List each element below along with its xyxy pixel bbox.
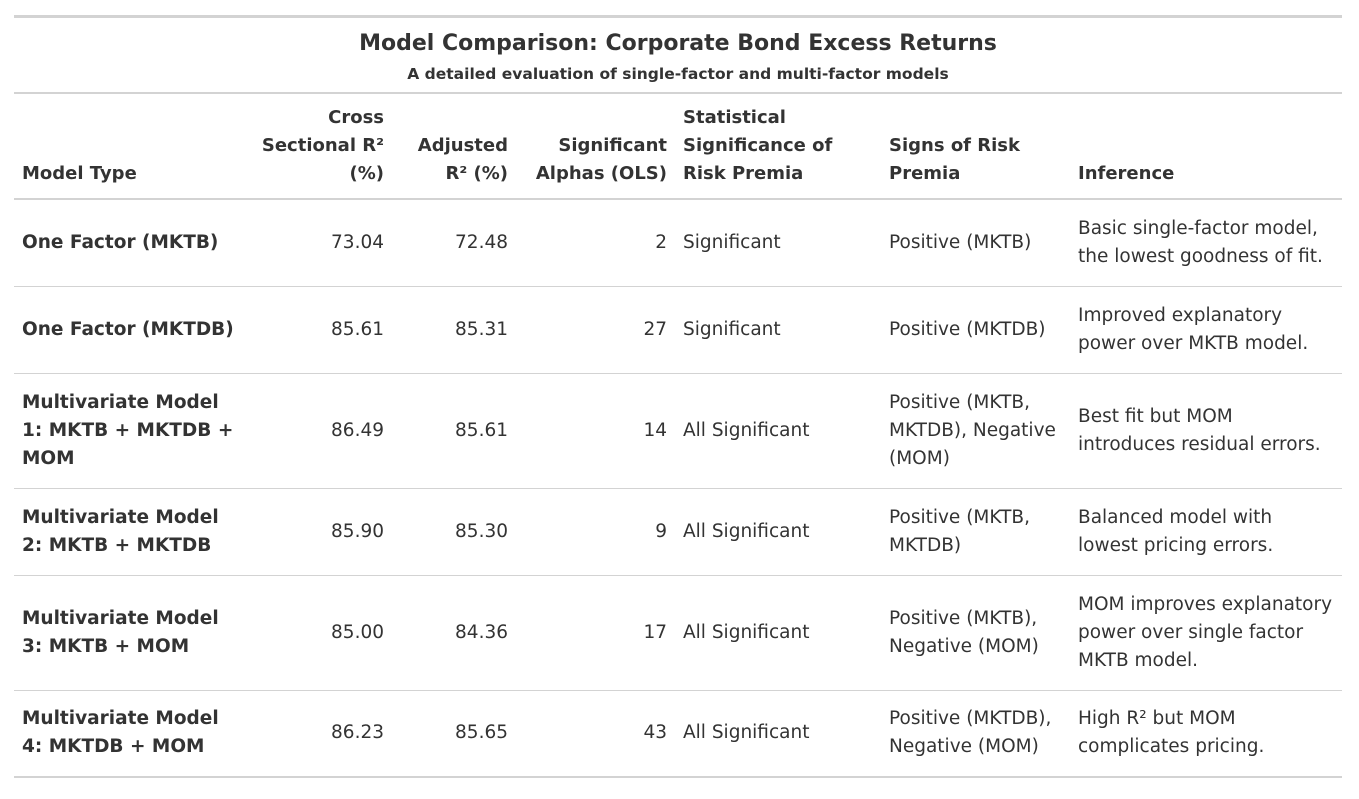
col-header-r2-line2: Sectional R² <box>261 135 384 156</box>
cell-r2: 85.61 <box>331 318 384 340</box>
table-row: Multivariate Model 4: MKTDB + MOM 86.23 … <box>14 690 1342 777</box>
cell-significant-alphas: 27 <box>643 318 667 340</box>
cell-significant-alphas: 17 <box>643 621 667 643</box>
col-header-significant-alphas-line1 <box>524 104 667 132</box>
cell-statistical-significance: Significant <box>683 318 781 340</box>
cell-adjusted-r2: 85.61 <box>455 419 508 441</box>
table-row: Multivariate Model 2: MKTB + MKTDB 85.90… <box>14 488 1342 575</box>
cell-inference: Best fit but MOM introduces residual err… <box>1078 405 1321 455</box>
col-header-model: Model Type <box>14 93 252 199</box>
cell-statistical-significance: Significant <box>683 231 781 253</box>
cell-adjusted-r2: 85.30 <box>455 520 508 542</box>
col-header-statistical-significance-line3: Risk Premia <box>683 163 804 184</box>
cell-statistical-significance: All Significant <box>683 520 810 542</box>
cell-signs: Positive (MKTB), Negative (MOM) <box>889 607 1039 657</box>
cell-adjusted-r2: 85.65 <box>455 722 508 744</box>
col-header-inference-line1 <box>1078 104 1334 132</box>
col-header-significant-alphas-line2: Significant <box>558 135 667 156</box>
col-header-statistical-significance: Statistical Significance of Risk Premia <box>675 93 881 199</box>
col-header-model-line1 <box>22 104 244 132</box>
top-rule <box>14 15 1342 18</box>
col-header-adjusted-r2-line1 <box>400 104 508 132</box>
cell-model: One Factor (MKTDB) <box>22 318 234 340</box>
cell-signs: Positive (MKTB, MKTDB) <box>889 506 1030 556</box>
cell-model: Multivariate Model 4: MKTDB + MOM <box>22 708 219 758</box>
col-header-r2: Cross Sectional R² (%) <box>252 93 392 199</box>
table-row: One Factor (MKTDB) 85.61 85.31 27 Signif… <box>14 286 1342 373</box>
cell-signs: Positive (MKTB, MKTDB), Negative (MOM) <box>889 391 1056 469</box>
col-header-signs-line3: Premia <box>889 163 961 184</box>
cell-signs: Positive (MKTB) <box>889 231 1032 253</box>
col-header-inference-line2 <box>1078 132 1334 160</box>
cell-signs: Positive (MKTDB), Negative (MOM) <box>889 708 1052 758</box>
cell-significant-alphas: 43 <box>643 722 667 744</box>
cell-statistical-significance: All Significant <box>683 621 810 643</box>
col-header-signs: Signs of Risk Premia <box>881 93 1070 199</box>
cell-significant-alphas: 9 <box>655 520 667 542</box>
col-header-inference: Inference <box>1070 93 1342 199</box>
col-header-significant-alphas: Significant Alphas (OLS) <box>516 93 675 199</box>
col-header-adjusted-r2: Adjusted R² (%) <box>392 93 516 199</box>
cell-model: One Factor (MKTB) <box>22 231 219 253</box>
cell-statistical-significance: All Significant <box>683 419 810 441</box>
col-header-model-line3: Model Type <box>22 163 137 184</box>
table-row: Multivariate Model 1: MKTB + MKTDB + MOM… <box>14 373 1342 488</box>
table-row: One Factor (MKTB) 73.04 72.48 2 Signific… <box>14 199 1342 286</box>
cell-r2: 86.23 <box>331 722 384 744</box>
col-header-model-line2 <box>22 132 244 160</box>
cell-model: Multivariate Model 3: MKTB + MOM <box>22 607 219 657</box>
cell-inference: Balanced model with lowest pricing error… <box>1078 506 1274 556</box>
col-header-r2-line3: (%) <box>349 163 385 184</box>
cell-significant-alphas: 14 <box>643 419 667 441</box>
col-header-signs-line1 <box>889 104 1062 132</box>
cell-r2: 86.49 <box>331 419 384 441</box>
table-title: Model Comparison: Corporate Bond Excess … <box>359 31 997 56</box>
cell-significant-alphas: 2 <box>655 231 667 253</box>
col-header-signs-line2: Signs of Risk <box>889 135 1020 156</box>
cell-inference: MOM improves explanatory power over sing… <box>1078 593 1333 671</box>
table-container: Model Comparison: Corporate Bond Excess … <box>14 15 1342 778</box>
cell-inference: High R² but MOM complicates pricing. <box>1078 708 1265 758</box>
cell-signs: Positive (MKTDB) <box>889 318 1046 340</box>
col-header-adjusted-r2-line2: Adjusted <box>417 135 508 156</box>
cell-statistical-significance: All Significant <box>683 722 810 744</box>
col-header-statistical-significance-line2: Significance of <box>683 135 833 156</box>
col-header-inference-line3: Inference <box>1078 163 1175 184</box>
cell-r2: 85.90 <box>331 520 384 542</box>
header-row: Model Type Cross Sectional R² (%) Adjust… <box>14 93 1342 199</box>
cell-model: Multivariate Model 2: MKTB + MKTDB <box>22 506 219 556</box>
cell-adjusted-r2: 84.36 <box>455 621 508 643</box>
cell-adjusted-r2: 85.31 <box>455 318 508 340</box>
cell-model: Multivariate Model 1: MKTB + MKTDB + MOM <box>22 391 234 469</box>
cell-r2: 85.00 <box>331 621 384 643</box>
col-header-r2-line1: Cross <box>328 107 384 128</box>
col-header-adjusted-r2-line3: R² (%) <box>445 163 509 184</box>
col-header-statistical-significance-line1: Statistical <box>683 107 786 128</box>
comparison-table: Model Type Cross Sectional R² (%) Adjust… <box>14 92 1342 778</box>
col-header-significant-alphas-line3: Alphas (OLS) <box>535 163 667 184</box>
cell-adjusted-r2: 72.48 <box>455 231 508 253</box>
table-subtitle: A detailed evaluation of single-factor a… <box>407 65 949 83</box>
table-row: Multivariate Model 3: MKTB + MOM 85.00 8… <box>14 575 1342 690</box>
cell-inference: Basic single-factor model, the lowest go… <box>1078 217 1323 267</box>
cell-r2: 73.04 <box>331 231 384 253</box>
cell-inference: Improved explanatory power over MKTB mod… <box>1078 304 1309 354</box>
